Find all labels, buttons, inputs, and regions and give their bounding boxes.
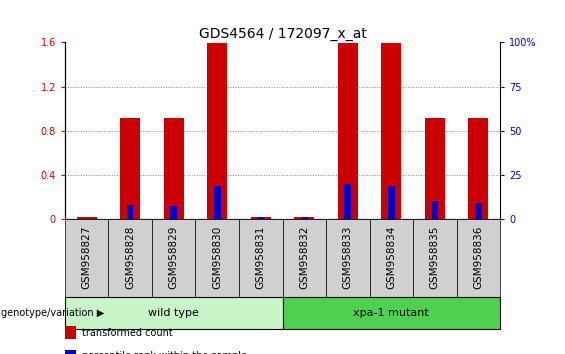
Bar	[65, 350, 76, 354]
Text: xpa-1 mutant: xpa-1 mutant	[353, 308, 429, 318]
Bar	[164, 118, 184, 219]
Bar	[120, 118, 140, 219]
Bar	[84, 218, 90, 219]
Text: transformed count: transformed count	[82, 328, 173, 338]
Bar	[65, 219, 108, 297]
Bar	[413, 219, 457, 297]
Bar	[251, 217, 271, 219]
Bar	[388, 186, 394, 219]
Bar	[301, 217, 307, 219]
Bar	[475, 203, 481, 219]
Text: GSM958831: GSM958831	[256, 226, 266, 289]
Bar	[258, 217, 264, 219]
Bar	[282, 219, 326, 297]
Bar	[370, 219, 413, 297]
Text: GSM958827: GSM958827	[82, 226, 92, 289]
Text: GSM958834: GSM958834	[386, 226, 396, 289]
Bar	[425, 118, 445, 219]
Text: GSM958830: GSM958830	[212, 226, 222, 289]
Text: GSM958828: GSM958828	[125, 226, 135, 289]
Bar	[195, 219, 239, 297]
Bar	[282, 297, 500, 329]
Bar	[65, 297, 282, 329]
Bar	[108, 219, 152, 297]
Bar	[65, 326, 76, 339]
Text: GSM958829: GSM958829	[169, 226, 179, 289]
Text: GSM958832: GSM958832	[299, 226, 309, 289]
Text: GSM958835: GSM958835	[430, 226, 440, 289]
Text: GSM958836: GSM958836	[473, 226, 483, 289]
Bar	[457, 219, 500, 297]
Bar	[207, 43, 227, 219]
Text: wild type: wild type	[148, 308, 199, 318]
Bar	[294, 217, 314, 219]
Text: GSM958833: GSM958833	[343, 226, 353, 289]
Bar	[326, 219, 370, 297]
Bar	[171, 206, 177, 219]
Bar	[345, 184, 351, 219]
Bar	[381, 43, 401, 219]
Bar	[338, 43, 358, 219]
Bar	[214, 186, 220, 219]
Bar	[239, 219, 282, 297]
Bar	[432, 201, 438, 219]
Bar	[77, 217, 97, 219]
Text: genotype/variation ▶: genotype/variation ▶	[1, 308, 105, 318]
Bar	[468, 118, 488, 219]
Text: percentile rank within the sample: percentile rank within the sample	[82, 351, 247, 354]
Bar	[152, 219, 195, 297]
Bar	[127, 205, 133, 219]
Title: GDS4564 / 172097_x_at: GDS4564 / 172097_x_at	[198, 28, 367, 41]
